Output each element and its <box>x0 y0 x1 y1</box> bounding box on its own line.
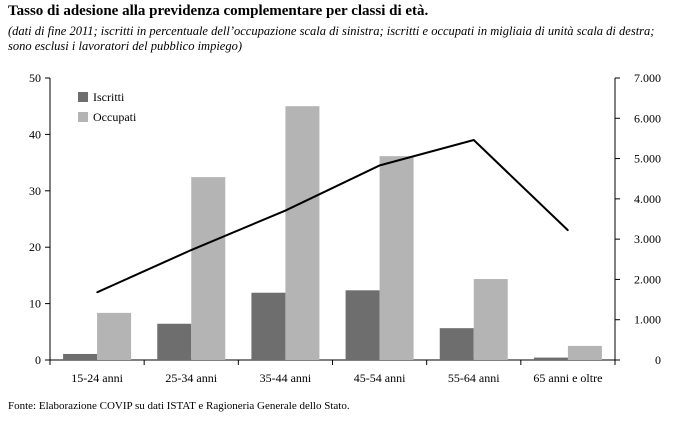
line-point <box>378 164 381 167</box>
bar-iscritti <box>63 353 98 360</box>
right-tick-label: 0 <box>655 353 661 367</box>
legend-swatch <box>78 112 88 122</box>
x-tick-label: 65 anni e oltre <box>533 371 602 385</box>
x-tick-label: 45-54 anni <box>354 371 406 385</box>
bar-iscritti <box>439 328 474 360</box>
chart: 0 10 20 30 40 50 0 1.000 2.000 3.000 4.000 5.000 6.0… <box>29 71 661 385</box>
right-tick-label: 1.000 <box>634 313 661 327</box>
legend-label: Iscritti <box>93 90 125 104</box>
right-tick-label: 7.000 <box>634 71 661 85</box>
legend-label: Occupati <box>93 110 137 124</box>
left-tick-label: 30 <box>29 184 41 198</box>
chart-line-layer <box>96 138 569 294</box>
x-tick-label: 25-34 anni <box>165 371 217 385</box>
line-point <box>567 229 569 232</box>
right-tick-label: 6.000 <box>634 111 661 125</box>
bar-occupati <box>567 345 602 360</box>
line-point <box>96 291 98 294</box>
left-tick-label: 50 <box>29 71 41 85</box>
bar-iscritti <box>157 323 192 360</box>
right-tick-label: 2.000 <box>634 272 661 286</box>
bar-occupati <box>379 156 414 360</box>
x-tick-label: 15-24 anni <box>71 371 123 385</box>
line-point <box>190 249 193 251</box>
line-point <box>472 139 475 141</box>
line-series <box>96 138 569 294</box>
bar-occupati <box>473 279 508 360</box>
x-tick-label: 55-64 anni <box>448 371 500 385</box>
source-note: Fonte: Elaborazione COVIP su dati ISTAT … <box>8 400 350 412</box>
right-tick-label: 5.000 <box>634 152 661 166</box>
chart-bars <box>63 106 602 360</box>
chart-legend: Iscritti Occupati <box>78 90 137 124</box>
left-tick-label: 20 <box>29 240 41 254</box>
left-tick-label: 10 <box>29 297 41 311</box>
left-tick-label: 0 <box>35 353 41 367</box>
right-tick-label: 4.000 <box>634 192 661 206</box>
bar-iscritti <box>533 357 568 360</box>
chart-axes <box>45 77 620 365</box>
bar-occupati <box>285 106 320 360</box>
bar-iscritti <box>345 290 380 360</box>
bar-occupati <box>191 177 226 360</box>
chart-title: Tasso di adesione alla previdenza comple… <box>8 3 429 19</box>
chart-subtitle: (dati di fine 2011; iscritti in percentu… <box>8 24 655 53</box>
right-tick-label: 3.000 <box>634 232 661 246</box>
legend-swatch <box>78 92 88 102</box>
chart-labels: 0 10 20 30 40 50 0 1.000 2.000 3.000 4.000 5.000 6.0… <box>29 71 661 385</box>
left-tick-label: 40 <box>29 127 41 141</box>
bar-iscritti <box>251 292 286 360</box>
line-point <box>284 209 287 212</box>
bar-occupati <box>97 312 132 360</box>
x-tick-label: 35-44 anni <box>260 371 312 385</box>
